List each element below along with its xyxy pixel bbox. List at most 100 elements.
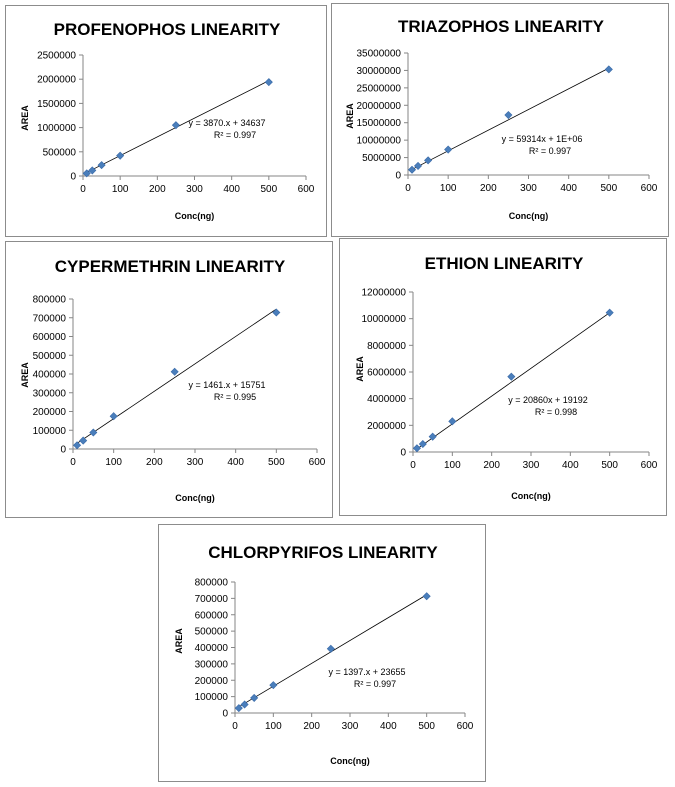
data-point [89, 428, 98, 437]
x-tick-label: 600 [641, 183, 658, 194]
y-tick-label: 200000 [33, 407, 67, 418]
y-tick-label: 100000 [33, 426, 67, 437]
chart-svg: TRIAZOPHOS LINEARITY 0 100 200 300 400 500 600 0… [345, 17, 658, 221]
data-point [412, 444, 421, 453]
data-point [170, 367, 179, 376]
data-point [88, 166, 97, 175]
chart-panel-ethion: ETHION LINEARITY 0 100 200 300 400 500 600 0 2000… [339, 238, 667, 516]
data-point [422, 592, 431, 601]
data-point [507, 372, 516, 381]
y-tick-label: 10000000 [357, 136, 402, 147]
x-tick-label: 400 [227, 457, 244, 468]
y-tick-label: 300000 [195, 659, 229, 670]
y-tick-label: 200000 [195, 676, 229, 687]
y-tick-label: 2000000 [37, 75, 76, 86]
x-axis-label: Conc(ng) [330, 756, 370, 766]
chart-svg: CHLORPYRIFOS LINEARITY 0 100 200 300 400 500 60… [174, 543, 474, 766]
x-tick-label: 600 [457, 721, 474, 732]
trendline-equation: y = 59314x + 1E+06 [502, 134, 583, 144]
chart-svg: CYPERMETHRIN LINEARITY 0 100 200 300 400 500 60… [20, 257, 326, 503]
data-point [326, 644, 335, 653]
data-point [116, 151, 125, 160]
y-tick-label: 400000 [33, 370, 67, 381]
x-axis-label: Conc(ng) [509, 211, 549, 221]
data-point [504, 111, 513, 120]
y-tick-label: 35000000 [357, 49, 402, 60]
data-point [234, 704, 243, 713]
chart-panel-chlorpyrifos: CHLORPYRIFOS LINEARITY 0 100 200 300 400 500 60… [158, 524, 486, 782]
y-tick-label: 25000000 [357, 83, 402, 94]
data-point [79, 436, 88, 445]
x-tick-label: 0 [80, 184, 86, 195]
y-tick-label: 8000000 [367, 341, 406, 352]
data-point [414, 161, 423, 170]
r-squared-label: R² = 0.998 [535, 407, 577, 417]
chart-title: CHLORPYRIFOS LINEARITY [208, 543, 438, 562]
y-axis-label: AREA [20, 105, 30, 131]
x-tick-label: 100 [444, 460, 461, 471]
data-point [418, 439, 427, 449]
x-tick-label: 100 [105, 457, 122, 468]
y-tick-label: 1500000 [37, 99, 76, 110]
x-tick-label: 400 [560, 183, 577, 194]
x-tick-label: 100 [440, 183, 457, 194]
y-tick-label: 0 [395, 171, 401, 182]
chart-panel-profenophos: PROFENOPHOS LINEARITY 0 100 200 300 400 500 600… [5, 5, 327, 237]
y-tick-label: 100000 [195, 692, 229, 703]
y-tick-label: 700000 [33, 313, 67, 324]
y-tick-label: 5000000 [362, 153, 401, 164]
x-tick-label: 400 [562, 460, 579, 471]
x-tick-label: 300 [523, 460, 540, 471]
x-tick-label: 400 [223, 184, 240, 195]
data-point [272, 308, 281, 317]
x-axis-label: Conc(ng) [175, 493, 215, 503]
data-point [605, 308, 614, 317]
x-tick-label: 600 [309, 457, 326, 468]
y-tick-label: 12000000 [362, 288, 407, 299]
y-tick-label: 20000000 [357, 101, 402, 112]
x-tick-label: 0 [410, 460, 416, 471]
trendline [411, 67, 610, 170]
x-tick-label: 200 [480, 183, 497, 194]
y-axis-label: AREA [355, 356, 365, 382]
trendline-equation: y = 1397.x + 23655 [328, 667, 405, 677]
trendline-equation: y = 1461.x + 15751 [188, 380, 265, 390]
x-tick-label: 0 [405, 183, 411, 194]
data-point [264, 78, 273, 87]
y-tick-label: 500000 [43, 147, 77, 158]
data-point [424, 156, 433, 165]
trendline [416, 312, 610, 450]
y-tick-label: 2500000 [37, 51, 76, 62]
x-axis-label: Conc(ng) [511, 491, 551, 501]
y-tick-label: 300000 [33, 388, 67, 399]
chart-title: TRIAZOPHOS LINEARITY [398, 17, 605, 36]
data-point [269, 681, 278, 690]
data-point [73, 441, 82, 450]
data-point [240, 700, 249, 709]
y-tick-label: 30000000 [357, 66, 402, 77]
x-tick-label: 300 [187, 457, 204, 468]
x-tick-label: 500 [418, 721, 435, 732]
y-tick-label: 2000000 [367, 421, 406, 432]
data-point [171, 121, 180, 130]
x-tick-label: 200 [483, 460, 500, 471]
y-tick-label: 600000 [195, 610, 229, 621]
x-tick-label: 300 [342, 721, 359, 732]
y-tick-label: 600000 [33, 332, 67, 343]
x-tick-label: 500 [268, 457, 285, 468]
x-tick-label: 100 [112, 184, 129, 195]
trendline [76, 308, 277, 444]
y-axis-label: AREA [20, 362, 30, 388]
chart-svg: PROFENOPHOS LINEARITY 0 100 200 300 400 500 600… [20, 20, 315, 221]
x-tick-label: 600 [298, 184, 315, 195]
chart-title: CYPERMETHRIN LINEARITY [55, 257, 286, 276]
data-point [97, 161, 106, 170]
r-squared-label: R² = 0.997 [529, 146, 571, 156]
y-tick-label: 0 [60, 445, 66, 456]
trendline-equation: y = 20860x + 19192 [508, 395, 588, 405]
x-tick-label: 300 [520, 183, 537, 194]
data-point [448, 417, 457, 426]
x-tick-label: 200 [303, 721, 320, 732]
y-axis-label: AREA [345, 103, 355, 129]
data-point [444, 145, 453, 154]
